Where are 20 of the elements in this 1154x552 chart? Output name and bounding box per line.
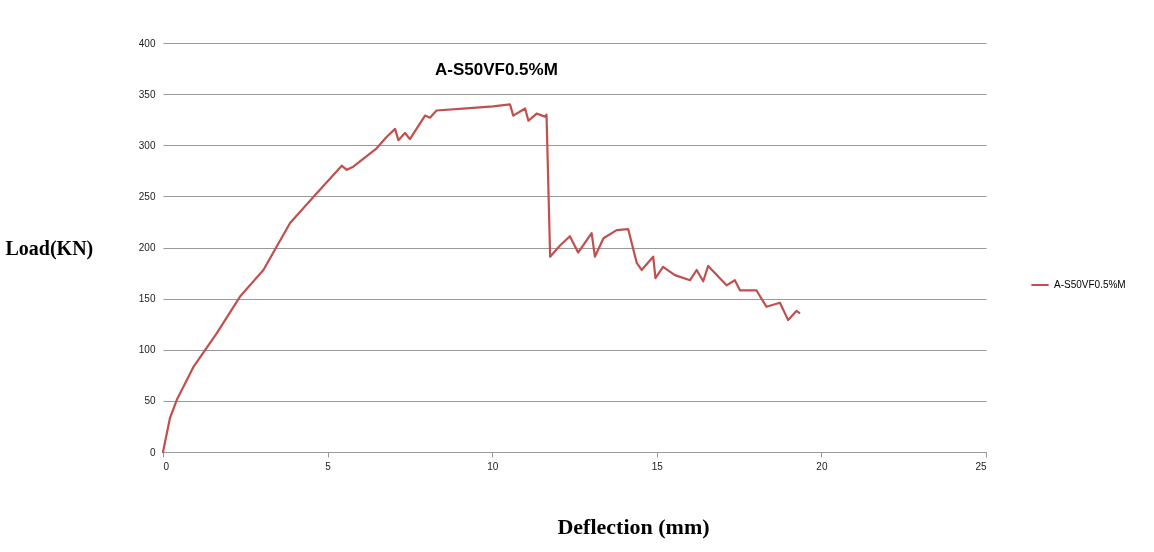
x-tick-label: 15 — [651, 460, 664, 472]
y-tick-label: 300 — [138, 139, 156, 151]
text: A-S50VF0.5%M — [435, 60, 558, 79]
x-tick-label: 0 — [163, 460, 170, 472]
x-tick-label: 25 — [975, 460, 987, 472]
x-tick-label: 10 — [487, 460, 499, 472]
y-tick-label: 350 — [138, 88, 156, 100]
line-series — [161, 103, 801, 454]
y-tick-label: 50 — [144, 395, 156, 407]
y-tick-label: 0 — [149, 446, 156, 458]
legend-label: A-S50VF0.5%M — [1054, 279, 1126, 290]
y-tick-label: 400 — [138, 37, 156, 49]
y-tick-label: 250 — [138, 190, 156, 202]
x-tick-label: 5 — [325, 460, 332, 472]
y-tick-label: 100 — [138, 344, 156, 356]
x-axis-title: Deflection (mm) — [557, 513, 710, 539]
y-tick-label: 200 — [138, 242, 156, 253]
y-tick-label: 150 — [138, 293, 156, 305]
x-tick-label: 20 — [816, 460, 828, 472]
y-axis-title: Load(KN) — [5, 236, 94, 260]
